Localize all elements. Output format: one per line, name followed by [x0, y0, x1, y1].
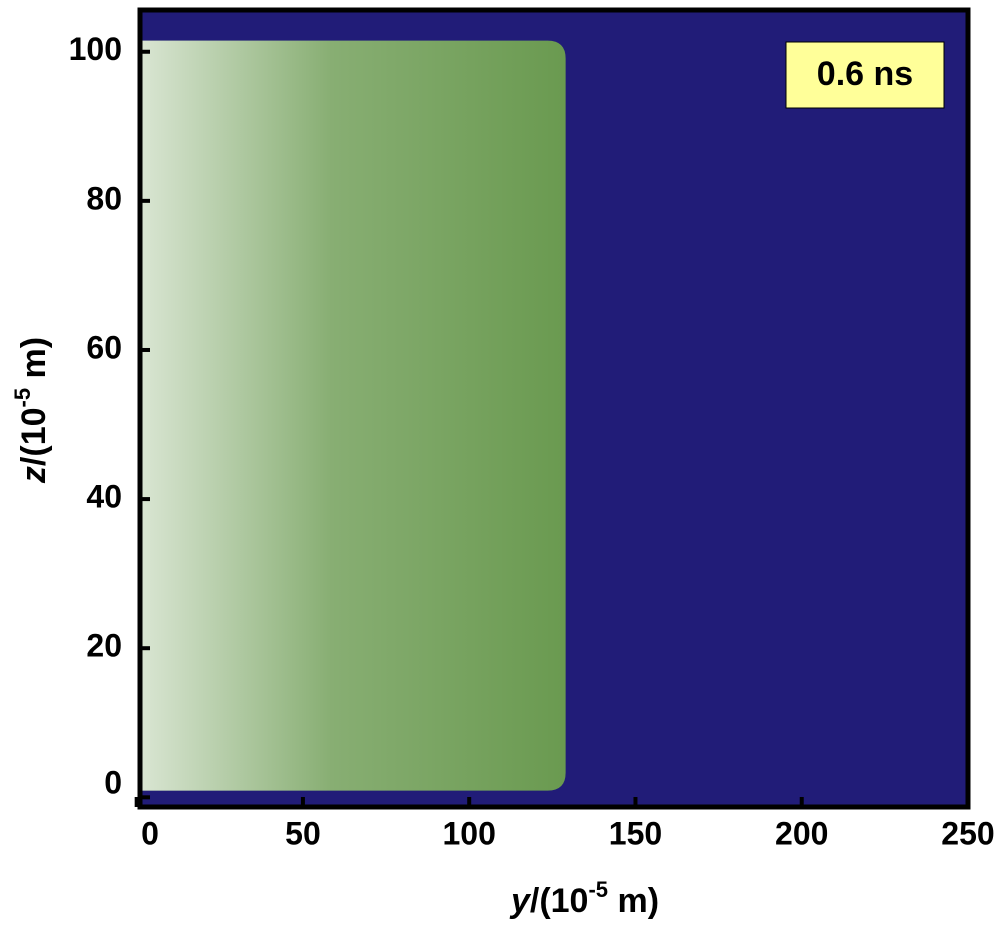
x-tick-label: 200 — [775, 815, 828, 851]
y-axis-label: z/(10-5 m) — [10, 337, 53, 484]
annotation: 0.6 ns — [785, 41, 945, 109]
x-tick-label: 150 — [609, 815, 662, 851]
y-tick-label: 40 — [86, 479, 122, 515]
annotation-text: 0.6 ns — [817, 55, 913, 93]
y-tick-label: 100 — [69, 31, 122, 67]
y-tick-label: 20 — [86, 628, 122, 664]
region-shading — [140, 40, 566, 791]
plot-frame — [137, 7, 971, 810]
y-tick-label: 80 — [86, 180, 122, 216]
y-tick-label: 60 — [86, 329, 122, 365]
y-tick-label: 0 — [104, 764, 122, 800]
x-tick-label: 250 — [941, 815, 994, 851]
x-tick-label: 0 — [141, 815, 159, 851]
x-axis-label: y/(10-5 m) — [509, 877, 659, 920]
x-tick-label: 100 — [443, 815, 496, 851]
x-tick-label: 50 — [285, 815, 321, 851]
